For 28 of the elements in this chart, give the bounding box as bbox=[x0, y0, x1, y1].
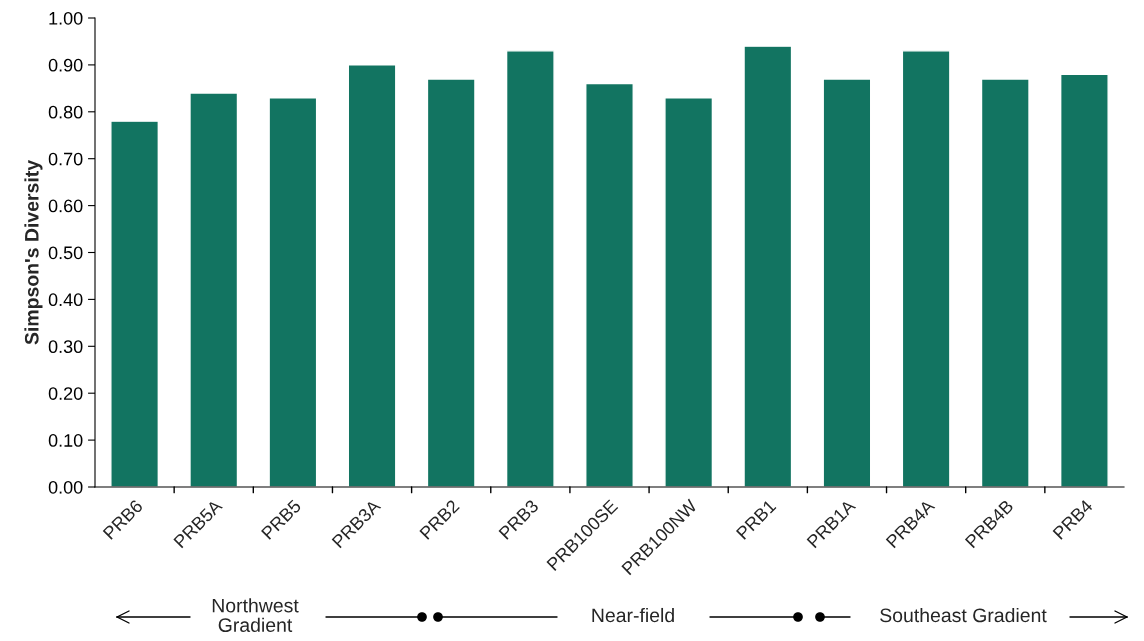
y-tick-label: 1.00 bbox=[49, 11, 83, 25]
y-tick-label: 0.30 bbox=[48, 340, 83, 354]
y-tick-label: 0.20 bbox=[48, 387, 83, 400]
text: Near-field bbox=[592, 607, 674, 623]
bar bbox=[505, 50, 555, 487]
bar bbox=[901, 50, 951, 487]
bar bbox=[664, 97, 714, 487]
y-tick-label: 0.40 bbox=[48, 293, 83, 307]
bar bbox=[585, 82, 634, 487]
bar bbox=[189, 92, 239, 487]
bar bbox=[980, 78, 1030, 487]
bar bbox=[743, 45, 793, 487]
text: Northwest Gradient bbox=[212, 598, 299, 632]
bar bbox=[347, 64, 397, 487]
y-tick-label: 0.70 bbox=[48, 152, 83, 166]
y-tick-label: 0.90 bbox=[48, 58, 83, 72]
y-tick-label: 0.00 bbox=[48, 480, 83, 494]
y-tick-label: 0.50 bbox=[48, 246, 83, 260]
bar bbox=[1059, 73, 1109, 487]
y-tick-label: 0.80 bbox=[48, 105, 83, 119]
bar bbox=[426, 78, 476, 487]
bar bbox=[268, 97, 318, 487]
y-tick-label: 0.60 bbox=[48, 199, 83, 213]
y-tick-label: 0.10 bbox=[48, 434, 83, 447]
y-axis-title: Simpson's Diversity bbox=[24, 160, 43, 345]
text: Southeast Gradient bbox=[880, 607, 1047, 623]
bar bbox=[110, 120, 160, 487]
bar bbox=[822, 78, 872, 487]
